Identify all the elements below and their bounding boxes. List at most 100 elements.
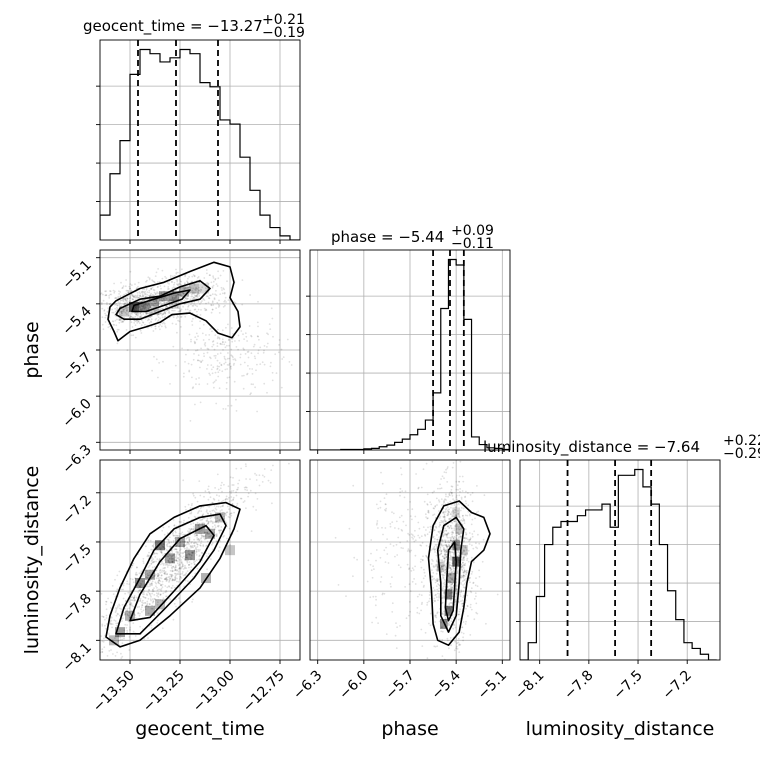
sample-point: [129, 287, 132, 290]
sample-point: [121, 655, 124, 658]
sample-point: [219, 343, 222, 345]
sample-point: [135, 313, 138, 316]
sample-point: [446, 637, 449, 640]
sample-point: [168, 536, 171, 539]
sample-point: [133, 613, 136, 616]
sample-point: [162, 597, 165, 600]
sample-point: [145, 604, 148, 607]
sample-point: [210, 327, 213, 330]
sample-point: [161, 599, 164, 602]
sample-point: [460, 535, 462, 538]
contour-level-1: [105, 501, 241, 648]
sample-point: [162, 312, 165, 315]
sample-point: [231, 484, 234, 486]
sample-point: [69, 689, 71, 691]
ylabel-phase: phase: [21, 321, 43, 378]
sample-point: [119, 300, 122, 302]
sample-point: [95, 326, 97, 328]
sample-point: [446, 514, 449, 517]
sample-point: [139, 584, 142, 587]
sample-point: [190, 528, 193, 530]
sample-point: [156, 281, 159, 283]
sample-point: [134, 311, 137, 314]
sample-point: [440, 544, 442, 547]
sample-point: [456, 549, 459, 552]
sample-point: [216, 301, 219, 304]
scatter-points: [69, 462, 290, 691]
sample-point: [437, 578, 440, 581]
sample-point: [446, 466, 449, 468]
sample-point: [175, 534, 178, 537]
sample-point: [192, 291, 195, 294]
sample-point: [440, 559, 443, 562]
sample-point: [175, 548, 178, 551]
sample-point: [475, 511, 478, 514]
sample-point: [157, 593, 160, 596]
sample-point: [118, 604, 121, 607]
sample-point: [164, 585, 167, 587]
sample-point: [226, 498, 229, 501]
sample-point: [462, 590, 465, 592]
sample-point: [169, 546, 172, 548]
sample-point: [124, 297, 126, 300]
sample-point: [457, 536, 460, 539]
sample-point: [460, 506, 463, 509]
sample-point: [157, 574, 159, 577]
sample-point: [169, 558, 171, 560]
sample-point: [235, 505, 238, 507]
sample-point: [126, 349, 129, 352]
sample-point: [301, 373, 303, 375]
sample-point: [471, 533, 474, 535]
sample-point: [115, 590, 118, 593]
sample-point: [371, 425, 373, 427]
sample-point: [434, 544, 437, 546]
xtick-label-luminosity_distance: −7.2: [660, 668, 695, 703]
sample-point: [459, 509, 462, 512]
sample-point: [390, 585, 392, 588]
sample-point: [89, 295, 91, 297]
sample-point: [451, 535, 454, 538]
sample-point: [441, 612, 444, 615]
sample-point: [183, 546, 185, 549]
sample-point: [195, 534, 198, 536]
sample-point: [202, 535, 205, 538]
sample-point: [253, 355, 256, 358]
sample-point: [189, 507, 192, 509]
sample-point: [177, 557, 180, 559]
density-cell: [155, 540, 165, 551]
sample-point: [147, 597, 150, 600]
sample-point: [399, 494, 401, 497]
sample-point: [449, 573, 451, 576]
sample-point: [226, 280, 228, 283]
sample-point: [192, 598, 194, 601]
sample-point: [196, 521, 199, 524]
sample-point: [238, 339, 241, 342]
sample-point: [179, 576, 182, 578]
sample-point: [133, 597, 135, 600]
sample-point: [116, 328, 119, 331]
sample-point: [160, 312, 163, 315]
sample-point: [476, 485, 478, 487]
sample-point: [452, 546, 454, 548]
sample-point: [153, 597, 156, 600]
sample-point: [118, 319, 121, 321]
sample-point: [229, 491, 231, 493]
sample-point: [175, 605, 177, 608]
sample-point: [211, 300, 214, 303]
sample-point: [436, 565, 439, 568]
sample-point: [174, 566, 177, 568]
sample-point: [182, 541, 185, 543]
density-cell: [149, 295, 159, 306]
sample-point: [436, 645, 439, 648]
sample-point: [461, 515, 464, 517]
sample-point: [185, 554, 188, 557]
sample-point: [118, 293, 120, 295]
sample-point: [211, 308, 214, 311]
sample-point: [251, 368, 254, 370]
sample-point: [171, 573, 173, 576]
sample-point: [435, 525, 437, 528]
sample-point: [448, 545, 451, 548]
sample-point: [428, 531, 431, 533]
sample-point: [184, 540, 187, 543]
sample-point: [399, 625, 401, 627]
